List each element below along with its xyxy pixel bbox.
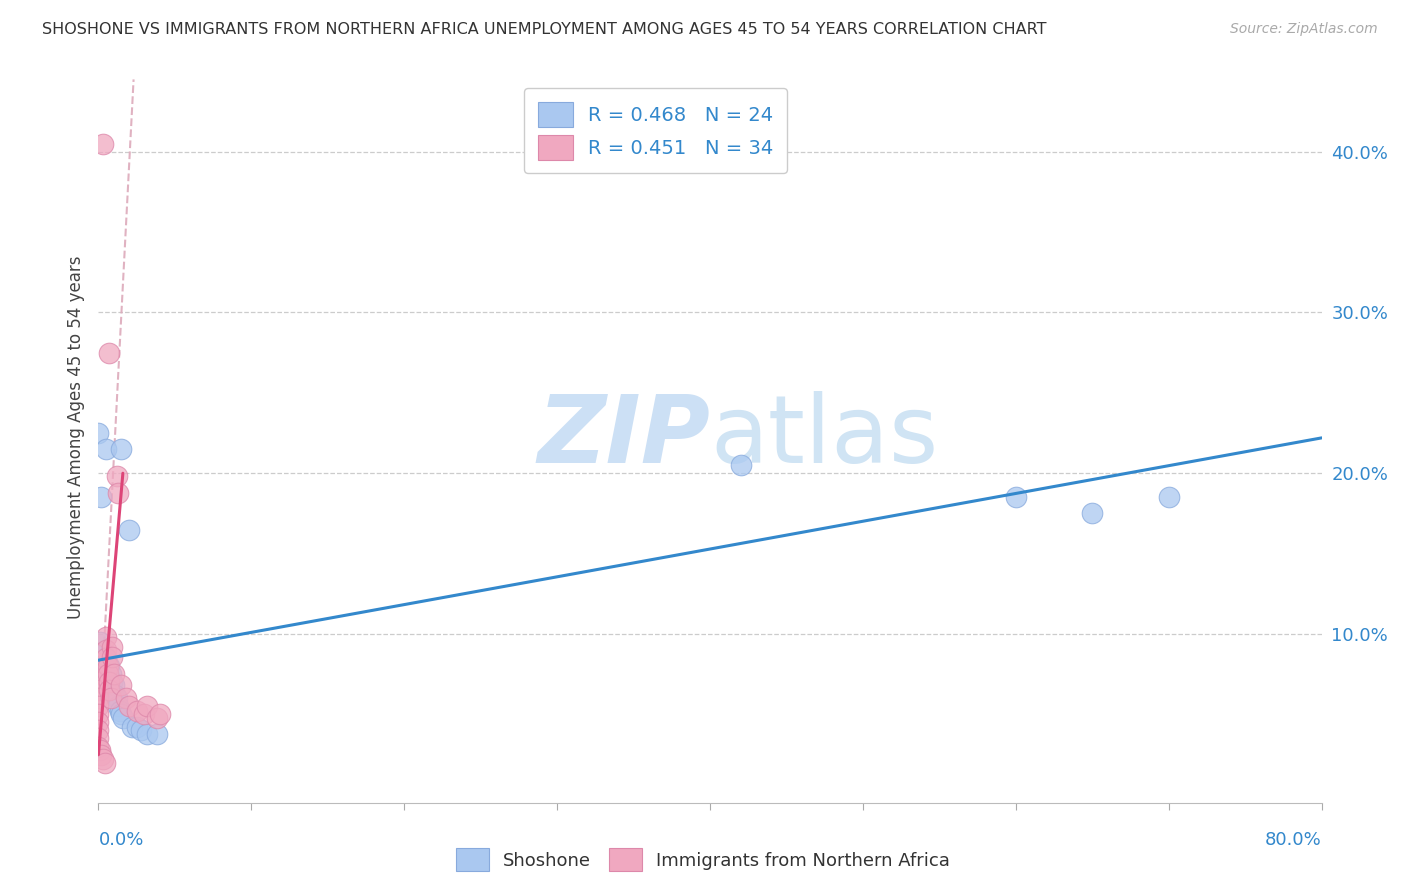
Point: [87, 656, 110, 670]
Legend: Shoshone, Immigrants from Northern Africa: Shoshone, Immigrants from Northern Afric…: [449, 841, 957, 879]
Point: [1004, 491, 1026, 505]
Point: [89, 646, 111, 660]
Point: [1157, 491, 1180, 505]
Point: [98, 345, 121, 359]
Point: [121, 720, 143, 734]
Point: [115, 691, 138, 706]
Point: [90, 491, 112, 505]
Text: SHOSHONE VS IMMIGRANTS FROM NORTHERN AFRICA UNEMPLOYMENT AMONG AGES 45 TO 54 YEA: SHOSHONE VS IMMIGRANTS FROM NORTHERN AFR…: [42, 22, 1046, 37]
Text: 0.0%: 0.0%: [98, 830, 143, 848]
Point: [94, 442, 117, 457]
Point: [98, 683, 121, 698]
Point: [87, 731, 110, 746]
Point: [105, 691, 128, 706]
Point: [110, 678, 132, 692]
Point: [89, 635, 111, 649]
Point: [730, 458, 752, 473]
Point: [94, 643, 117, 657]
Point: [110, 442, 132, 457]
Point: [87, 425, 110, 440]
Point: [91, 646, 114, 660]
Point: [108, 704, 131, 718]
Point: [91, 752, 114, 766]
Point: [94, 630, 117, 644]
Point: [97, 667, 120, 681]
Point: [101, 649, 124, 664]
Point: [118, 699, 141, 714]
Point: [87, 723, 110, 738]
Text: atlas: atlas: [710, 391, 938, 483]
Point: [136, 699, 159, 714]
Point: [101, 640, 124, 654]
Point: [1081, 507, 1104, 521]
Point: [103, 667, 125, 681]
Point: [105, 469, 128, 483]
Point: [94, 662, 117, 676]
Point: [87, 707, 110, 722]
Point: [100, 691, 122, 706]
Point: [87, 715, 110, 730]
Point: [104, 688, 127, 702]
Point: [145, 710, 167, 724]
Point: [87, 739, 110, 754]
Point: [136, 727, 159, 741]
Point: [93, 756, 115, 770]
Point: [98, 659, 121, 673]
Point: [87, 667, 110, 681]
Point: [87, 675, 110, 690]
Point: [91, 136, 114, 151]
Point: [100, 667, 122, 681]
Point: [103, 678, 125, 692]
Point: [101, 675, 124, 690]
Point: [97, 659, 120, 673]
Y-axis label: Unemployment Among Ages 45 to 54 years: Unemployment Among Ages 45 to 54 years: [66, 255, 84, 619]
Point: [107, 485, 129, 500]
Point: [129, 723, 152, 738]
Point: [118, 523, 141, 537]
Point: [87, 691, 110, 706]
Point: [87, 683, 110, 698]
Text: ZIP: ZIP: [537, 391, 710, 483]
Point: [134, 707, 156, 722]
Point: [125, 720, 148, 734]
Point: [89, 743, 111, 757]
Point: [93, 656, 115, 670]
Point: [98, 675, 121, 690]
Text: 80.0%: 80.0%: [1265, 830, 1322, 848]
Point: [110, 707, 132, 722]
Point: [90, 747, 112, 762]
Point: [97, 667, 120, 681]
Point: [149, 707, 172, 722]
Text: Source: ZipAtlas.com: Source: ZipAtlas.com: [1230, 22, 1378, 37]
Point: [111, 710, 134, 724]
Point: [125, 704, 148, 718]
Point: [145, 727, 167, 741]
Point: [107, 699, 129, 714]
Legend: R = 0.468   N = 24, R = 0.451   N = 34: R = 0.468 N = 24, R = 0.451 N = 34: [524, 88, 787, 173]
Point: [87, 699, 110, 714]
Point: [94, 651, 117, 665]
